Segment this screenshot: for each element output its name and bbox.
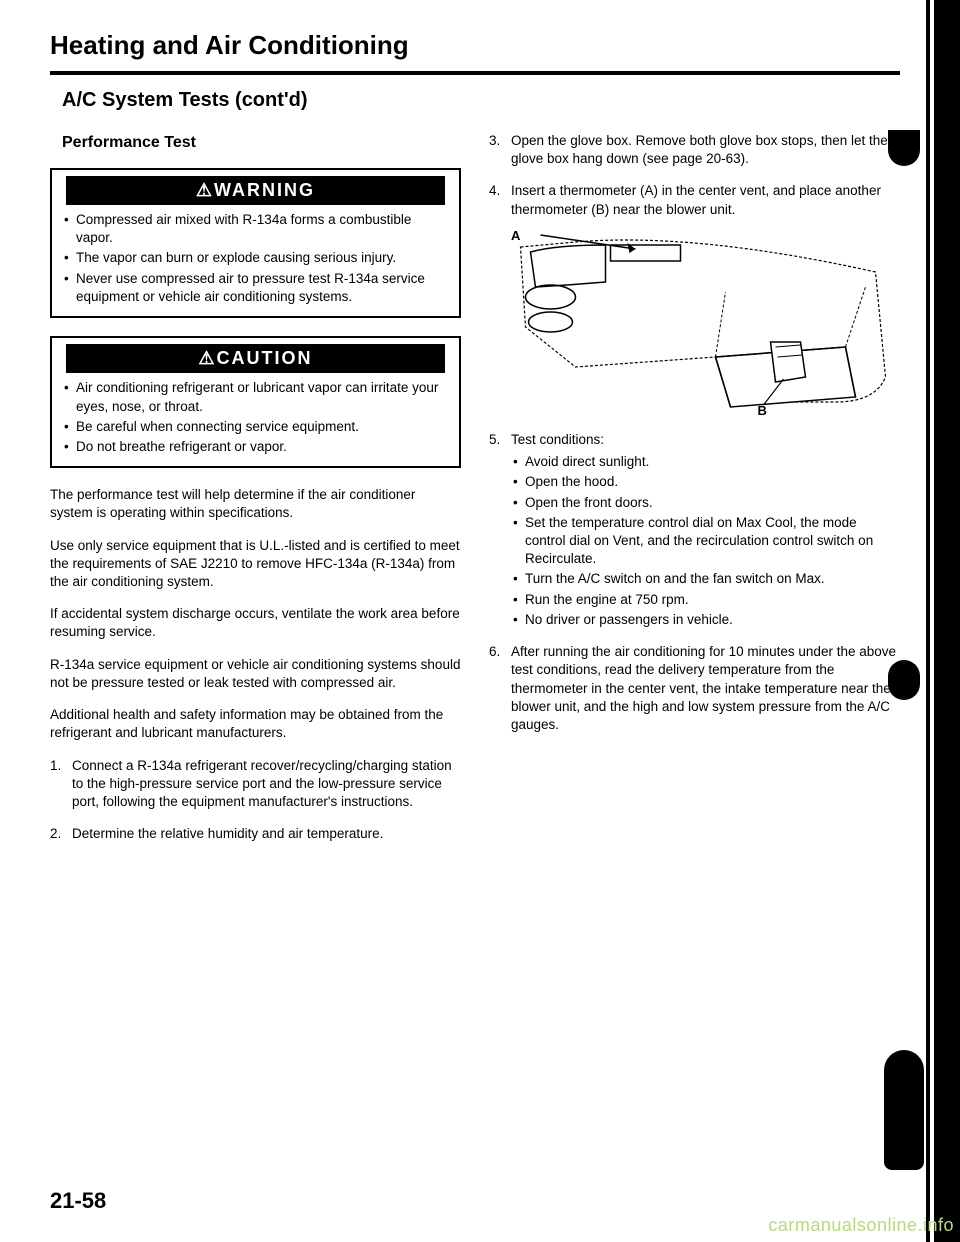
step-item: Determine the relative humidity and air … [50,825,461,843]
body-paragraph: R-134a service equipment or vehicle air … [50,656,461,692]
body-paragraph: Use only service equipment that is U.L.-… [50,537,461,592]
condition-item: Run the engine at 750 rpm. [511,591,900,609]
warning-header: ⚠WARNING [66,176,445,205]
condition-item: No driver or passengers in vehicle. [511,611,900,629]
left-steps: Connect a R-134a refrigerant recover/rec… [50,757,461,844]
caution-item: Do not breathe refrigerant or vapor. [62,438,449,456]
step-item: Insert a thermometer (A) in the center v… [489,182,900,416]
warning-item: Never use compressed air to pressure tes… [62,270,449,306]
step-text: Test conditions: [511,432,604,447]
step-item: Test conditions: Avoid direct sunlight. … [489,431,900,629]
caution-item: Air conditioning refrigerant or lubrican… [62,379,449,415]
section-rule [50,71,900,75]
watermark: carmanualsonline.info [768,1215,954,1236]
warning-body: Compressed air mixed with R-134a forms a… [52,211,459,316]
dashboard-diagram: A [511,227,900,417]
dashboard-svg: B [511,227,900,417]
warning-box: ⚠WARNING Compressed air mixed with R-134… [50,168,461,318]
caution-body: Air conditioning refrigerant or lubrican… [52,379,459,466]
diagram-label-b: B [758,403,767,417]
step-item: After running the air conditioning for 1… [489,643,900,734]
sub-title: A/C System Tests (cont'd) [50,89,900,112]
left-column: Performance Test ⚠WARNING Compressed air… [50,132,461,857]
condition-item: Turn the A/C switch on and the fan switc… [511,570,900,588]
section-title: Heating and Air Conditioning [50,30,900,61]
warning-item: The vapor can burn or explode causing se… [62,249,449,267]
body-paragraph: If accidental system discharge occurs, v… [50,605,461,641]
right-column: Open the glove box. Remove both glove bo… [489,132,900,857]
condition-item: Open the front doors. [511,494,900,512]
step-text: Insert a thermometer (A) in the center v… [511,183,881,216]
caution-box: ⚠CAUTION Air conditioning refrigerant or… [50,336,461,468]
two-column-layout: Performance Test ⚠WARNING Compressed air… [50,132,900,857]
page-number: 21-58 [50,1188,106,1214]
condition-item: Avoid direct sunlight. [511,453,900,471]
caution-item: Be careful when connecting service equip… [62,418,449,436]
step-item: Open the glove box. Remove both glove bo… [489,132,900,168]
body-paragraph: The performance test will help determine… [50,486,461,522]
body-paragraph: Additional health and safety information… [50,706,461,742]
step-item: Connect a R-134a refrigerant recover/rec… [50,757,461,812]
test-conditions-list: Avoid direct sunlight. Open the hood. Op… [511,453,900,629]
caution-header: ⚠CAUTION [66,344,445,373]
test-title: Performance Test [50,132,461,154]
diagram-label-a: A [511,227,520,245]
condition-item: Open the hood. [511,473,900,491]
condition-item: Set the temperature control dial on Max … [511,514,900,569]
right-steps: Open the glove box. Remove both glove bo… [489,132,900,734]
page-content: Heating and Air Conditioning A/C System … [0,0,960,1242]
warning-item: Compressed air mixed with R-134a forms a… [62,211,449,247]
